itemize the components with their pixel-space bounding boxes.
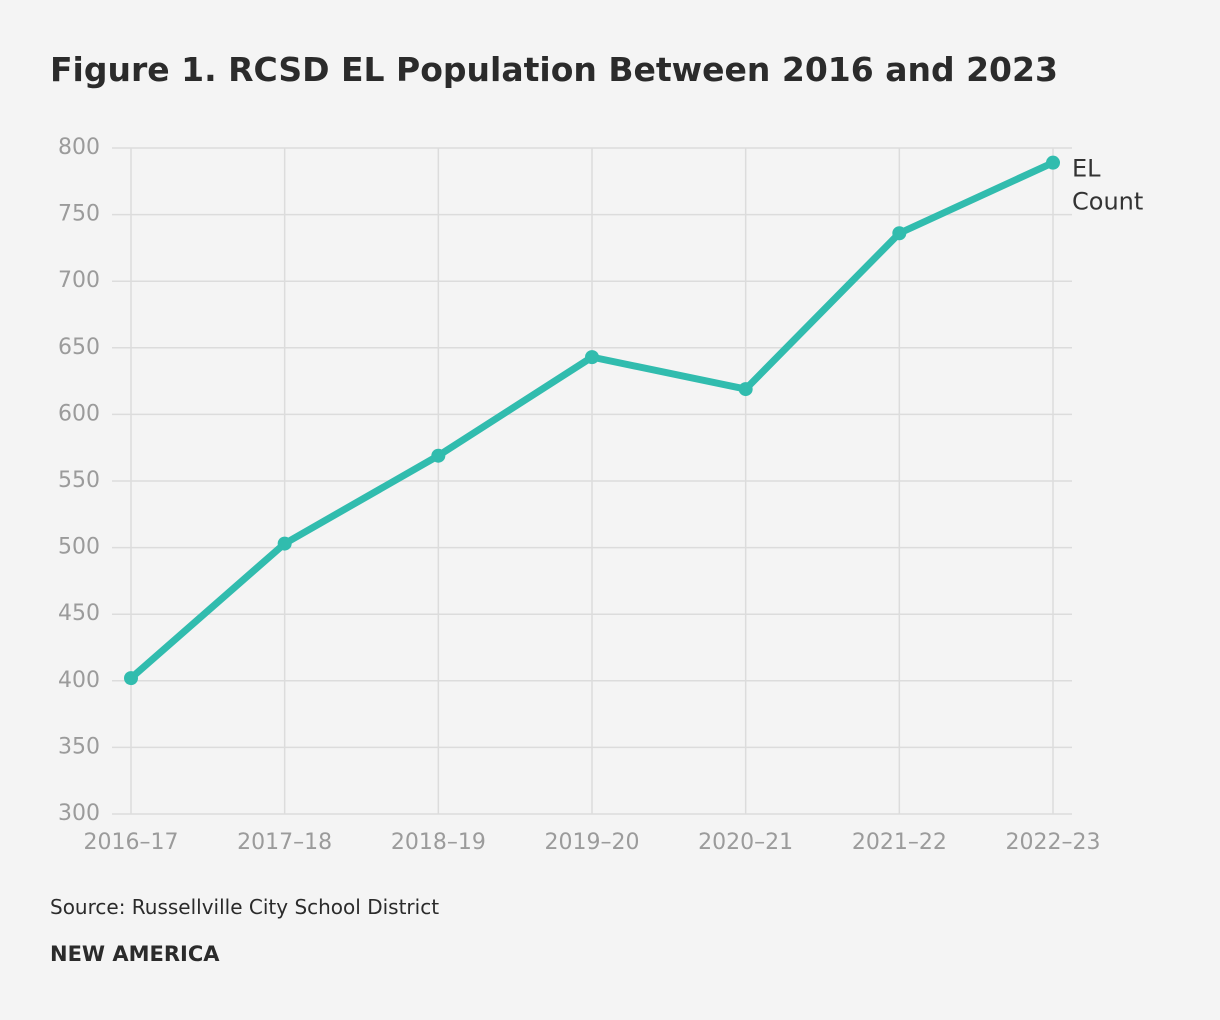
source-note: Source: Russellville City School Distric… (50, 895, 440, 919)
y-tick-label-600: 600 (58, 401, 100, 426)
data-point-2017–18 (277, 536, 292, 551)
y-tick-label-550: 550 (58, 468, 100, 493)
data-point-2018–19 (431, 448, 446, 463)
x-tick-label-0: 2016–17 (84, 830, 179, 855)
y-tick-label-500: 500 (58, 535, 100, 560)
chart-title: Figure 1. RCSD EL Population Between 201… (50, 50, 1058, 89)
x-tick-label-6: 2022–23 (1006, 830, 1101, 855)
x-gridlines (130, 148, 1054, 814)
x-axis-tick-labels: 2016–17 2017–18 2018–19 2019–20 2020–21 2021–… (84, 830, 1101, 855)
data-point-2021–22 (892, 226, 907, 241)
brand-logo-text: NEW AMERICA (50, 942, 220, 966)
y-axis-tick-labels: 300 350 400 450 500 550 600 650 700 750 800 (58, 135, 100, 826)
y-tick-label-350: 350 (58, 734, 100, 759)
x-tick-label-3: 2019–20 (545, 830, 640, 855)
y-tick-label-800: 800 (58, 135, 100, 160)
x-tick-label-1: 2017–18 (237, 830, 332, 855)
y-tick-label-400: 400 (58, 668, 100, 693)
series-label-line: EL (1072, 155, 1101, 183)
y-tick-label-750: 750 (58, 202, 100, 227)
series-label-text: EL Count (1072, 155, 1143, 216)
data-point-2016–17 (124, 671, 138, 686)
x-tick-label-5: 2021–22 (852, 830, 947, 855)
y-tick-label-450: 450 (58, 601, 100, 626)
data-point-2019–20 (585, 350, 599, 365)
data-point-2022–23 (1046, 155, 1060, 170)
series-el-count (124, 155, 1060, 686)
y-tick-label-700: 700 (58, 268, 100, 293)
series-label-el-count: EL Count (1072, 155, 1143, 216)
data-point-2020–21 (738, 382, 753, 397)
line-chart: 300 350 400 450 500 550 600 650 700 750 800 2016–1… (58, 135, 1143, 855)
y-tick-label-300: 300 (58, 801, 100, 826)
x-tick-label-2: 2018–19 (391, 830, 486, 855)
series-label-line: Count (1072, 188, 1143, 216)
y-tick-label-650: 650 (58, 335, 100, 360)
x-tick-label-4: 2020–21 (698, 830, 793, 855)
